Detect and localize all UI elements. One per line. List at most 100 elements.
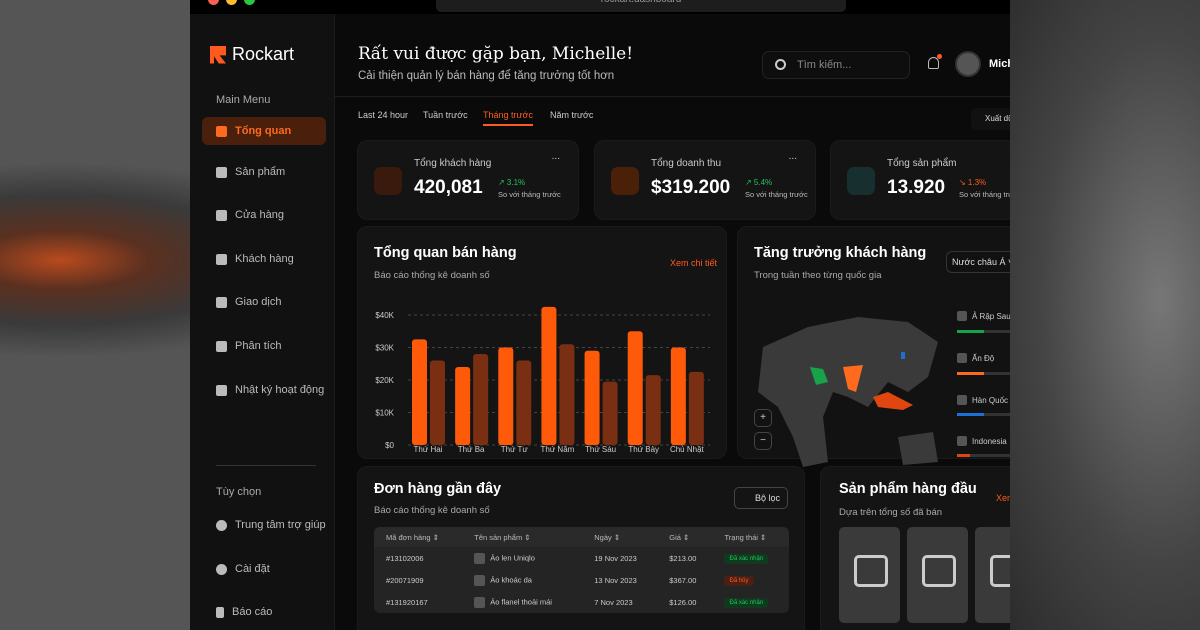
status: Đã xác nhận xyxy=(712,591,789,613)
order-date: 7 Nov 2023 xyxy=(594,597,633,607)
sidebar-item-help[interactable]: Trung tâm trợ giúp xyxy=(202,511,326,539)
bar[interactable] xyxy=(455,367,471,445)
bar[interactable] xyxy=(541,306,557,445)
region-dropdown[interactable]: Nước châu Á ˅ xyxy=(946,251,1010,273)
country-progress xyxy=(957,454,1010,457)
close-window-button[interactable] xyxy=(208,0,219,5)
avatar[interactable] xyxy=(955,51,981,77)
product-name: Áo len Uniqlo xyxy=(490,552,535,562)
stat-compare: So với tháng trước xyxy=(498,190,561,199)
bar[interactable] xyxy=(670,347,686,446)
more-options-button[interactable]: ... xyxy=(551,151,560,162)
table-row[interactable]: #13102006 Áo len Uniqlo 19 Nov 2023 $213… xyxy=(374,547,789,569)
stat-change: ↗ 3.1% xyxy=(498,178,526,187)
col-price[interactable]: Giá ⇕ xyxy=(657,527,713,547)
col-date[interactable]: Ngày ⇕ xyxy=(582,527,658,547)
y-tick-label: $0 xyxy=(385,441,394,450)
sales-overview-card: Tổng quan bán hàng Báo cáo thống kê doan… xyxy=(357,226,727,459)
col-order-id[interactable]: Mã đơn hàng ⇕ xyxy=(374,527,463,547)
zoom-out-button[interactable]: − xyxy=(754,432,772,450)
label: Tổng quan xyxy=(235,125,292,137)
sidebar-item-settings[interactable]: Cài đặt xyxy=(202,555,326,583)
stat-change: ↗ 5.4% xyxy=(745,178,773,187)
sidebar-divider xyxy=(216,465,316,466)
main-menu-heading: Main Menu xyxy=(216,94,271,106)
more-options-button[interactable]: ... xyxy=(788,151,797,162)
table-row[interactable]: #131920167 Áo flanel thoải mái 7 Nov 202… xyxy=(374,591,789,613)
brand-name: Rockart xyxy=(232,44,295,64)
flag-icon xyxy=(957,436,967,446)
bar[interactable] xyxy=(645,375,661,445)
bar[interactable] xyxy=(516,360,532,446)
col-status[interactable]: Trạng thái ⇕ xyxy=(712,527,789,547)
product-thumbnail[interactable] xyxy=(907,527,968,623)
x-tick-label: Thứ Ba xyxy=(458,445,485,454)
card-title: Tổng quan bán hàng xyxy=(374,245,517,261)
image-icon xyxy=(474,596,486,608)
tab-last-24-hour[interactable]: Last 24 hour xyxy=(358,110,409,120)
minimize-window-button[interactable] xyxy=(226,0,237,5)
table-row[interactable]: #20071909 Áo khoác da 13 Nov 2023 $367.0… xyxy=(374,569,789,591)
zoom-in-button[interactable]: + xyxy=(754,409,772,427)
tab-last-week[interactable]: Tuần trước xyxy=(423,110,468,120)
col-product[interactable]: Tên sản phẩm ⇕ xyxy=(462,527,583,547)
country-name: Ấn Độ xyxy=(972,353,995,363)
tab-last-year[interactable]: Năm trước xyxy=(550,110,594,120)
status-badge: Đã xác nhận xyxy=(724,597,769,608)
image-icon xyxy=(474,574,486,586)
status: Đã xác nhận xyxy=(712,547,789,569)
bar[interactable] xyxy=(412,339,427,445)
card-subtitle: Dựa trên tổng số đã bán xyxy=(839,507,943,518)
view-all-link[interactable]: Xem xyxy=(996,493,1010,503)
recent-orders-card: Đơn hàng gần đây Báo cáo thống kê doanh … xyxy=(357,466,805,630)
card-subtitle: Báo cáo thống kê doanh số xyxy=(374,505,490,516)
tab-last-month[interactable]: Tháng trước xyxy=(483,110,533,126)
product-thumbnail[interactable] xyxy=(975,527,1010,623)
sidebar-item-reports[interactable]: Báo cáo xyxy=(202,598,326,626)
x-tick-label: Chủ Nhật xyxy=(670,445,705,454)
y-tick-label: $30K xyxy=(375,344,394,353)
label: Khách hàng xyxy=(235,253,294,265)
bar[interactable] xyxy=(627,331,643,445)
product: Áo khoác da xyxy=(462,569,582,591)
bar[interactable] xyxy=(473,354,489,445)
bar[interactable] xyxy=(688,371,704,445)
sidebar-item-overview[interactable]: Tổng quan xyxy=(202,117,326,145)
view-details-link[interactable]: Xem chi tiết xyxy=(670,258,718,268)
image-icon xyxy=(990,555,1010,587)
user-name[interactable]: Mich xyxy=(989,58,1010,70)
export-button[interactable]: Xuất dữ xyxy=(971,108,1010,130)
bell-icon[interactable] xyxy=(928,54,942,69)
y-tick-label: $10K xyxy=(375,409,394,418)
sales-bar-chart: $0 $10K $20K $30K $40K Thứ Hai Thứ Ba Thứ Tư Thứ… xyxy=(375,306,710,454)
maximize-window-button[interactable] xyxy=(244,0,255,5)
label: Trung tâm trợ giúp xyxy=(235,519,326,531)
sidebar-item-products[interactable]: Sản phẩm xyxy=(202,158,326,186)
korea-region xyxy=(901,352,905,359)
sidebar-item-activity-log[interactable]: Nhật ký hoạt động xyxy=(202,376,326,404)
main-content: Rất vui được gặp bạn, Michelle! Cải thiệ… xyxy=(335,14,1010,630)
sidebar-item-analytics[interactable]: Phân tích xyxy=(202,332,326,360)
stat-card-revenue: Tổng doanh thu $319.200 ↗ 5.4% So với th… xyxy=(594,140,816,220)
gear-icon xyxy=(216,563,227,575)
x-tick-label: Thứ Bảy xyxy=(628,445,659,454)
address-bar[interactable]: rockart.dashboard xyxy=(436,0,846,12)
landmass xyxy=(758,317,938,467)
bar[interactable] xyxy=(559,344,575,445)
bar[interactable] xyxy=(430,360,445,446)
orders-table: Mã đơn hàng ⇕ Tên sản phẩm ⇕ Ngày ⇕ Giá … xyxy=(374,527,789,613)
sidebar-item-transactions[interactable]: Giao dịch xyxy=(202,288,326,316)
brand-logo[interactable]: Rockart xyxy=(210,44,294,65)
search-input[interactable]: Tìm kiếm... xyxy=(762,51,910,79)
bar[interactable] xyxy=(584,350,600,445)
bar[interactable] xyxy=(498,347,514,446)
product-thumbnail[interactable] xyxy=(839,527,900,623)
stat-card-customers: Tổng khách hàng 420,081 ↗ 3.1% So với th… xyxy=(357,140,579,220)
filter-button[interactable]: Bộ lọc xyxy=(734,487,788,509)
card-title: Tăng trưởng khách hàng xyxy=(754,245,927,261)
product-name: Áo khoác da xyxy=(490,574,532,584)
bar[interactable] xyxy=(602,381,618,445)
sidebar-item-customers[interactable]: Khách hàng xyxy=(202,245,326,273)
log-icon xyxy=(216,384,227,396)
sidebar-item-stores[interactable]: Cửa hàng xyxy=(202,201,326,229)
